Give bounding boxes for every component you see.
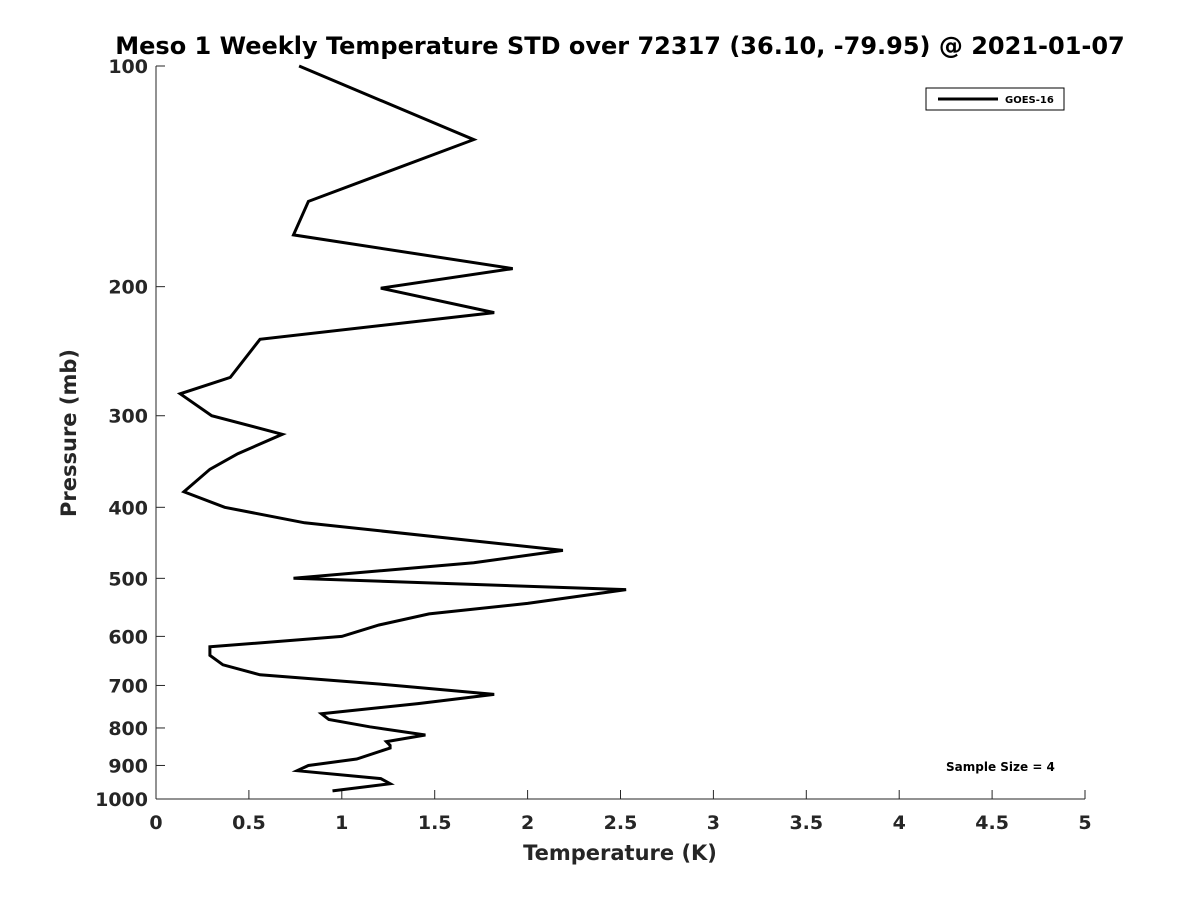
- x-tick-label: 3.5: [789, 812, 823, 834]
- y-tick-label: 300: [108, 406, 148, 428]
- y-tick-group: 100 200 300 400 500 600 700 800 900 1000: [95, 56, 165, 811]
- y-tick-label: 900: [108, 755, 148, 777]
- y-tick-label: 200: [108, 277, 148, 299]
- x-tick-label: 2: [521, 812, 534, 834]
- y-axis-label: Pressure (mb): [57, 349, 81, 517]
- series-line-goes-16: [176, 64, 627, 793]
- x-tick-label: 0.5: [232, 812, 266, 834]
- y-tick-label: 1000: [95, 789, 148, 811]
- x-tick-label: 3: [707, 812, 720, 834]
- x-tick-group: 0 0.5 1 1.5 2 2.5 3 3.5 4 4.5 5: [149, 790, 1092, 834]
- y-tick-label: 800: [108, 718, 148, 740]
- y-tick-label: 700: [108, 675, 148, 697]
- x-tick-label: 4: [893, 812, 906, 834]
- x-tick-label: 2.5: [604, 812, 638, 834]
- x-tick-label: 4.5: [975, 812, 1009, 834]
- y-tick-label: 600: [108, 626, 148, 648]
- y-tick-label: 100: [108, 56, 148, 78]
- plot-axes: [155, 66, 1085, 800]
- y-tick-label: 500: [108, 568, 148, 590]
- series-layer: [176, 64, 627, 793]
- sample-size-annotation: Sample Size = 4: [946, 760, 1055, 774]
- x-tick-label: 1: [335, 812, 348, 834]
- x-axis-label: Temperature (K): [523, 841, 717, 865]
- x-tick-label: 1.5: [418, 812, 452, 834]
- y-tick-label: 400: [108, 497, 148, 519]
- x-tick-label: 5: [1078, 812, 1091, 834]
- legend: GOES-16: [925, 87, 1065, 111]
- legend-entry-goes-16: GOES-16: [1005, 95, 1054, 106]
- chart-title: Meso 1 Weekly Temperature STD over 72317…: [115, 32, 1125, 60]
- x-tick-label: 0: [149, 812, 162, 834]
